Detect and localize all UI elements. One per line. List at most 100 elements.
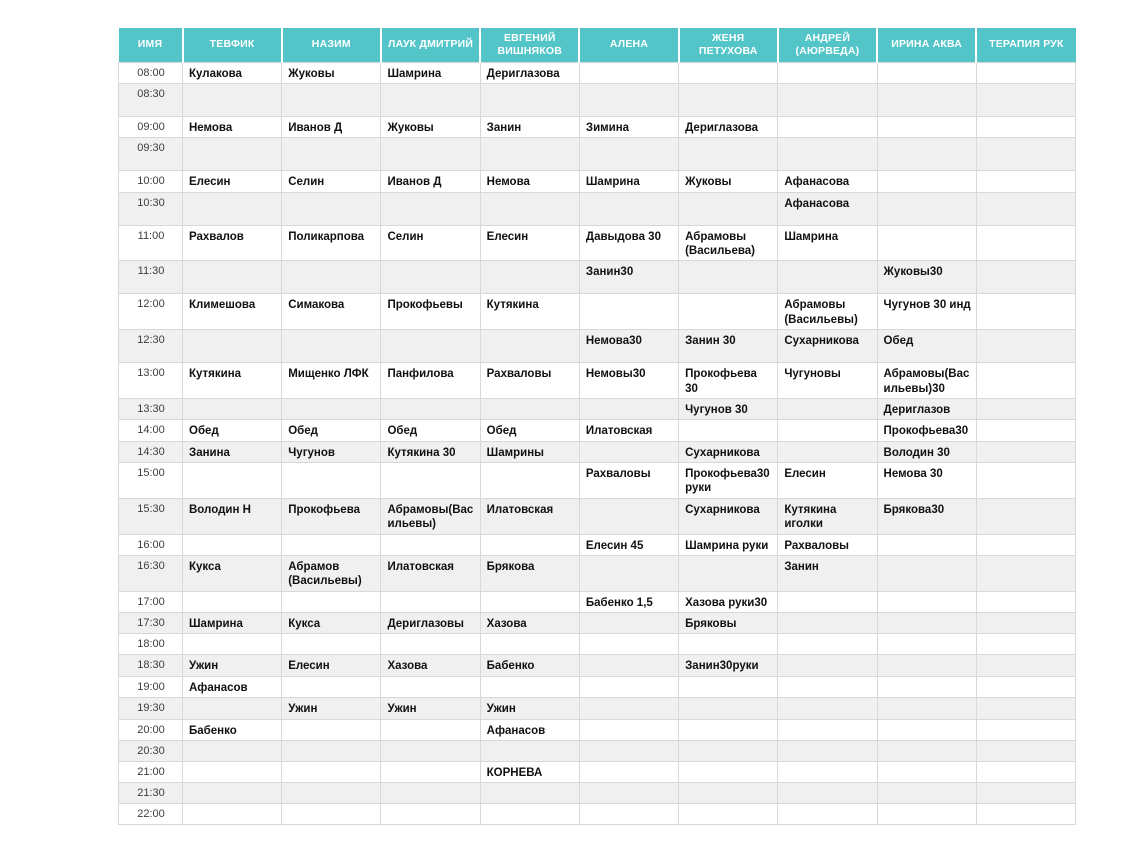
schedule-cell[interactable] [975, 697, 1077, 720]
schedule-cell[interactable] [975, 497, 1077, 535]
schedule-cell[interactable] [678, 419, 779, 442]
schedule-cell[interactable] [181, 397, 283, 421]
schedule-cell[interactable] [678, 61, 779, 84]
schedule-cell[interactable] [876, 82, 977, 117]
schedule-cell[interactable] [578, 633, 680, 656]
schedule-cell[interactable]: Елесин [181, 170, 283, 193]
schedule-cell[interactable] [578, 675, 680, 699]
schedule-cell[interactable]: Давыдова 30 [578, 224, 680, 262]
schedule-cell[interactable] [678, 675, 779, 699]
schedule-cell[interactable] [578, 803, 680, 826]
schedule-cell[interactable]: Жуковы [380, 115, 481, 139]
schedule-cell[interactable]: Сухарникова [678, 497, 779, 535]
schedule-cell[interactable] [876, 654, 977, 677]
schedule-cell[interactable]: КОРНЕВА [479, 760, 580, 784]
schedule-cell[interactable]: Брякова30 [876, 497, 977, 535]
schedule-cell[interactable] [777, 397, 878, 421]
schedule-cell[interactable] [380, 191, 481, 226]
schedule-cell[interactable]: Занин [777, 554, 878, 592]
schedule-cell[interactable]: Прокофьевы [380, 293, 481, 331]
schedule-cell[interactable] [876, 61, 977, 84]
schedule-cell[interactable] [479, 533, 580, 556]
schedule-cell[interactable] [876, 590, 977, 614]
schedule-cell[interactable] [876, 760, 977, 784]
schedule-cell[interactable] [479, 633, 580, 656]
schedule-cell[interactable] [479, 803, 580, 826]
schedule-cell[interactable] [777, 782, 878, 805]
schedule-cell[interactable] [777, 739, 878, 762]
schedule-cell[interactable]: Кукса [281, 611, 382, 635]
schedule-cell[interactable] [975, 760, 1077, 784]
schedule-cell[interactable]: Немова [479, 170, 580, 193]
schedule-cell[interactable] [281, 803, 382, 826]
schedule-cell[interactable] [876, 170, 977, 193]
schedule-cell[interactable] [281, 533, 382, 556]
schedule-cell[interactable]: Прокофьева [281, 497, 382, 535]
schedule-cell[interactable] [777, 633, 878, 656]
schedule-cell[interactable]: Дериглазовы [380, 611, 481, 635]
schedule-cell[interactable]: Панфилова [380, 362, 481, 399]
schedule-cell[interactable]: Бабенко [479, 654, 580, 677]
schedule-cell[interactable]: Абрамов (Васильевы) [281, 554, 382, 592]
schedule-cell[interactable] [876, 718, 977, 741]
schedule-cell[interactable] [578, 497, 680, 535]
schedule-cell[interactable] [975, 554, 1077, 592]
schedule-cell[interactable] [578, 191, 680, 226]
schedule-cell[interactable]: Обед [876, 329, 977, 364]
schedule-cell[interactable]: Занин30 [578, 260, 680, 295]
schedule-cell[interactable] [281, 590, 382, 614]
schedule-cell[interactable] [975, 462, 1077, 499]
schedule-cell[interactable]: Обед [181, 419, 283, 442]
schedule-cell[interactable]: Шамрина [777, 224, 878, 262]
schedule-cell[interactable]: Климешова [181, 293, 283, 331]
schedule-cell[interactable] [975, 397, 1077, 421]
schedule-cell[interactable] [380, 590, 481, 614]
schedule-cell[interactable] [181, 462, 283, 499]
schedule-cell[interactable]: Брякова [479, 554, 580, 592]
schedule-cell[interactable] [281, 633, 382, 656]
schedule-cell[interactable] [181, 760, 283, 784]
schedule-cell[interactable] [181, 533, 283, 556]
schedule-cell[interactable]: Жуковы [678, 170, 779, 193]
schedule-cell[interactable]: Елесин [777, 462, 878, 499]
schedule-cell[interactable] [578, 61, 680, 84]
schedule-cell[interactable] [181, 260, 283, 295]
schedule-cell[interactable] [975, 61, 1077, 84]
schedule-cell[interactable]: Чугунов 30 инд [876, 293, 977, 331]
schedule-cell[interactable] [281, 191, 382, 226]
schedule-cell[interactable] [777, 611, 878, 635]
schedule-cell[interactable] [975, 440, 1077, 464]
schedule-cell[interactable] [777, 675, 878, 699]
schedule-cell[interactable] [777, 803, 878, 826]
schedule-cell[interactable] [380, 329, 481, 364]
schedule-cell[interactable]: Бабенко [181, 718, 283, 741]
schedule-cell[interactable]: Афанасова [777, 170, 878, 193]
schedule-cell[interactable]: Абрамовы(Васильевы) [380, 497, 481, 535]
schedule-cell[interactable]: Прокофьева30 [876, 419, 977, 442]
schedule-cell[interactable] [876, 782, 977, 805]
schedule-cell[interactable]: Рахвалов [181, 224, 283, 262]
schedule-cell[interactable]: Занин 30 [678, 329, 779, 364]
schedule-cell[interactable] [281, 329, 382, 364]
schedule-cell[interactable]: Поликарпова [281, 224, 382, 262]
schedule-cell[interactable]: Хазова [380, 654, 481, 677]
schedule-cell[interactable] [678, 803, 779, 826]
schedule-cell[interactable] [380, 260, 481, 295]
schedule-cell[interactable] [479, 191, 580, 226]
schedule-cell[interactable]: Сухарникова [678, 440, 779, 464]
schedule-cell[interactable] [777, 137, 878, 172]
schedule-cell[interactable]: Дериглазов [876, 397, 977, 421]
schedule-cell[interactable]: Шамрины [479, 440, 580, 464]
schedule-cell[interactable]: Елесин 45 [578, 533, 680, 556]
schedule-cell[interactable]: Илатовская [479, 497, 580, 535]
schedule-cell[interactable]: Илатовская [380, 554, 481, 592]
schedule-cell[interactable] [380, 462, 481, 499]
schedule-cell[interactable] [975, 82, 1077, 117]
schedule-cell[interactable] [380, 533, 481, 556]
schedule-cell[interactable] [678, 137, 779, 172]
schedule-cell[interactable]: Бряковы [678, 611, 779, 635]
schedule-cell[interactable]: Жуковы30 [876, 260, 977, 295]
schedule-cell[interactable] [975, 782, 1077, 805]
schedule-cell[interactable] [181, 697, 283, 720]
schedule-cell[interactable]: Чугуновы [777, 362, 878, 399]
